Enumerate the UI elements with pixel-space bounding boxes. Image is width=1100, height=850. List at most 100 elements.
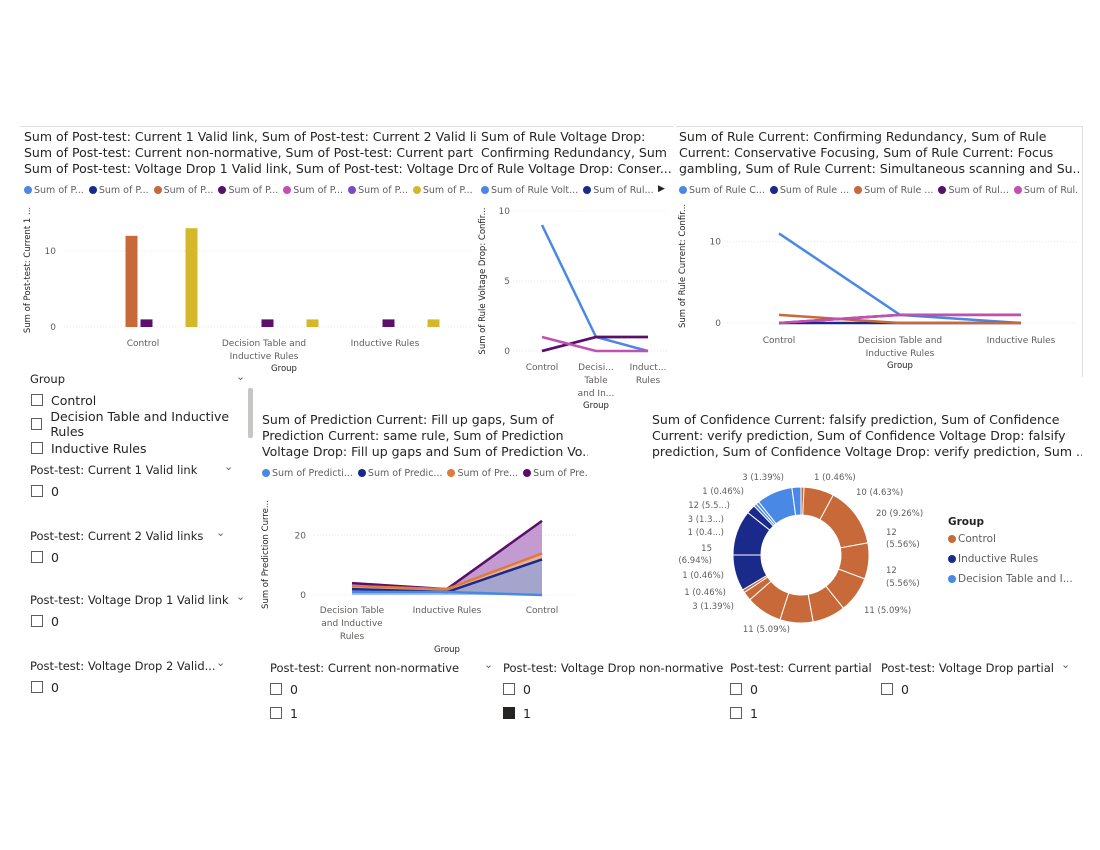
bar [125,235,138,327]
slicer-title: Post-test: Voltage Drop non-normative [503,661,724,675]
slicer-title: Post-test: Voltage Drop partial [881,661,1054,675]
slicer-voltage-drop-non-normative[interactable]: Post-test: Voltage Drop non-normative 0 … [503,660,723,726]
y-tick-label: 10 [499,207,511,217]
slicer-option-0[interactable]: 0 [270,679,298,699]
data-label: 12 (5.5...) [688,501,730,511]
slicer-voltage-drop-2-valid[interactable]: Post-test: Voltage Drop 2 Valid... ⌄ 0 [30,656,240,698]
slicer-option-0[interactable]: 0 [503,679,531,699]
slicer-title: Post-test: Voltage Drop 2 Valid... [30,659,216,673]
checkbox[interactable] [31,681,43,693]
data-label: 3 (1.39%) [742,473,784,483]
slicer-scrollbar[interactable] [248,388,253,438]
slicer-group[interactable]: Group ⌄ Control Decision Table and Induc… [30,370,252,460]
x-axis-title: Group [887,361,913,371]
visual-confidence-donut[interactable]: Sum of Confidence Current: falsify predi… [648,410,1082,650]
legend-dot-icon [523,469,532,477]
checkbox[interactable] [270,707,282,719]
legend-dot-icon [481,186,489,194]
slicer-option-1[interactable]: 1 [730,703,758,723]
slicer-option-0[interactable]: 0 [31,547,59,567]
legend-item: Sum of Predic... [357,468,442,479]
data-label: 15 [701,544,712,554]
legend-dot-icon [1013,186,1022,194]
donut-slice [791,486,802,516]
x-tick-label: Inductive Rules [987,336,1056,346]
legend-item: Sum of P... [412,185,473,196]
checkbox[interactable] [31,394,43,406]
legend-dot-icon [88,186,97,194]
data-label: 1 (0.46%) [814,473,856,483]
x-axis-title: Group [271,364,297,373]
slicer-current-2-valid-links[interactable]: Post-test: Current 2 Valid links ⌄ 0 [30,526,240,568]
y-tick-label: 0 [300,591,306,601]
donut-legend: Group Control Inductive Rules Decision T… [948,516,1082,585]
x-tick-label: Control [127,339,160,349]
slicer-option-1[interactable]: 1 [270,703,298,723]
slicer-option-0[interactable]: 0 [31,677,59,697]
visual-post-test-bars[interactable]: Sum of Post-test: Current 1 Valid link, … [20,126,478,377]
legend-title: Group [948,516,985,528]
slicer-option-1[interactable]: 1 [503,703,531,723]
checkbox[interactable] [31,442,43,454]
legend-dot-icon [283,186,292,194]
visual-rule-current[interactable]: Sum of Rule Current: Confirming Redundan… [676,126,1083,377]
legend-dot-icon [412,186,421,194]
chevron-down-icon[interactable]: ⌄ [1061,658,1071,671]
legend-next-icon[interactable]: ▶ [658,184,665,194]
series-line [778,313,1021,325]
slicer-voltage-drop-partial[interactable]: Post-test: Voltage Drop partial ⌄ 0 [881,658,1076,700]
slicer-current-1-valid-link[interactable]: Post-test: Current 1 Valid link ⌄ 0 [30,460,240,502]
chevron-down-icon[interactable]: ⌄ [236,370,246,383]
visual-title: Sum of Rule Current: Confirming Redundan… [679,129,1079,176]
data-label: 1 (0.46%) [702,487,744,497]
line-chart: Sum of Rule Voltage Drop: Confir... 0 5 10 C… [478,207,668,411]
checkbox[interactable] [31,485,43,497]
chevron-down-icon[interactable]: ⌄ [216,526,226,539]
checkbox[interactable] [881,683,893,695]
y-axis-title: Sum of Prediction Curre... [261,500,271,609]
checkbox[interactable] [730,683,742,695]
slicer-current-partial[interactable]: Post-test: Current partial 0 1 [730,660,875,726]
slicer-title: Post-test: Current non-normative [270,661,460,675]
checkbox[interactable] [503,683,515,695]
legend-item: Sum of P... [218,185,278,196]
y-tick-label: 0 [504,347,510,357]
legend-dot-icon [679,186,687,194]
legend-dot-icon [583,186,592,194]
slicer-current-non-normative[interactable]: Post-test: Current non-normative ⌄ 0 1 [270,658,498,726]
slicer-option-0[interactable]: 0 [31,481,59,501]
x-tick-label: Decision Table and Inductive Rules [222,339,306,362]
x-tick-label: Inductive Rules [351,339,420,349]
checkbox[interactable] [31,418,43,430]
chevron-down-icon[interactable]: ⌄ [236,590,246,603]
checkbox[interactable] [730,707,742,719]
legend-dot-icon [348,186,357,194]
checkbox-checked[interactable] [503,707,515,719]
checkbox[interactable] [31,551,43,563]
data-label: (6.94%) [678,556,712,566]
chevron-down-icon[interactable]: ⌄ [484,658,494,671]
slicer-option-0[interactable]: 0 [730,679,758,699]
slicer-option-decision-table[interactable]: Decision Table and Inductive Rules [31,409,252,439]
slicer-option-0[interactable]: 0 [31,611,59,631]
slicer-option-0[interactable]: 0 [881,679,909,699]
visual-rule-voltage-drop[interactable]: Sum of Rule Voltage Drop: Confirming Red… [478,126,674,417]
series-area [352,559,542,595]
checkbox[interactable] [270,683,282,695]
legend-dot-icon [769,186,778,194]
visual-prediction-area[interactable]: Sum of Prediction Current: Fill up gaps,… [258,410,588,660]
legend-item: Sum of P... [348,185,408,196]
legend-item: Sum of Rule C... [679,185,765,196]
bar [261,319,274,327]
slicer-option-control[interactable]: Control [31,390,96,410]
x-tick-label: Decision Table and Inductive Rules [858,336,942,359]
legend-dot-icon [262,469,270,477]
chevron-down-icon[interactable]: ⌄ [224,460,234,473]
chevron-down-icon[interactable]: ⌄ [216,656,226,669]
slicer-voltage-drop-1-valid-link[interactable]: Post-test: Voltage Drop 1 Valid link ⌄ 0 [30,590,250,632]
series-line [351,552,543,591]
slicer-title: Post-test: Current 2 Valid links [30,529,204,543]
data-label: (5.56%) [886,540,920,550]
slicer-option-inductive-rules[interactable]: Inductive Rules [31,438,147,458]
checkbox[interactable] [31,615,43,627]
